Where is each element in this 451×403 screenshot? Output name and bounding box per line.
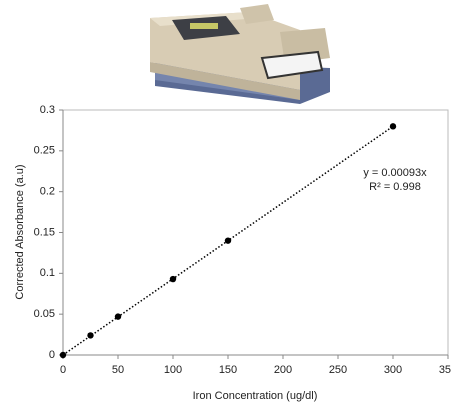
y-tick-label: 0.2 — [40, 186, 55, 198]
data-point — [114, 313, 122, 320]
y-tick-label: 0 — [49, 349, 55, 361]
x-tick-label: 250 — [329, 364, 347, 376]
annotation: R² = 0.998 — [369, 181, 421, 193]
y-tick-label: 0.25 — [34, 145, 55, 157]
data-point — [59, 351, 67, 359]
y-axis-title: Corrected Absorbance (a.u) — [14, 164, 26, 299]
annotation: y = 0.00093x — [363, 167, 427, 179]
x-tick-label: 350 — [439, 364, 451, 376]
x-tick-label: 100 — [164, 364, 182, 376]
data-point — [87, 332, 94, 339]
x-tick-label: 150 — [219, 364, 237, 376]
x-tick-label: 200 — [274, 364, 292, 376]
x-tick-label: 300 — [384, 364, 402, 376]
y-tick-label: 0.05 — [34, 308, 55, 320]
x-tick-label: 50 — [112, 364, 124, 376]
y-tick-label: 0.1 — [40, 267, 55, 279]
x-axis-title: Iron Concentration (ug/dl) — [193, 390, 318, 402]
x-tick-label: 0 — [60, 364, 66, 376]
data-point — [169, 275, 177, 283]
y-tick-label: 0.15 — [34, 226, 55, 238]
plate-reader-photo — [150, 4, 330, 104]
data-point — [389, 123, 397, 130]
y-tick-label: 0.3 — [40, 104, 55, 116]
data-point — [224, 237, 232, 244]
